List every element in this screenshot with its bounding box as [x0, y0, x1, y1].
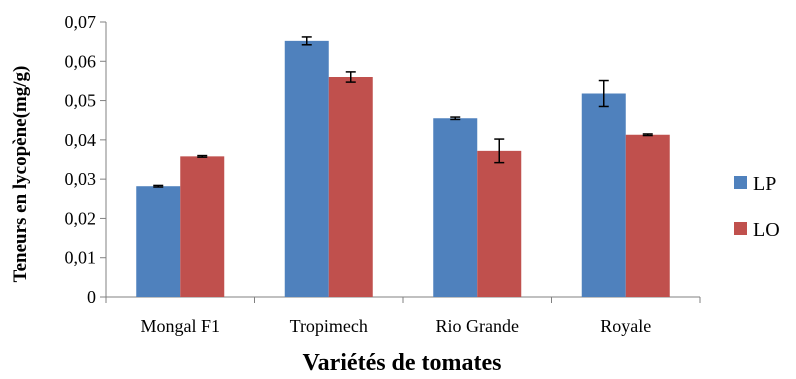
bar-lp	[136, 186, 181, 297]
y-tick-label: 0,03	[65, 169, 97, 189]
bar-lp	[433, 118, 478, 297]
plot-area: 0 0,01 0,02 0,03 0,04 0,05 0,06 0,07 Mongal F1 Tr…	[65, 12, 701, 336]
x-tick-label: Rio Grande	[436, 316, 519, 336]
y-tick-label: 0,07	[65, 12, 97, 32]
y-tick-label: 0,02	[65, 208, 97, 228]
y-tick-label: 0,05	[65, 91, 97, 111]
x-tick-label: Mongal F1	[140, 316, 220, 336]
bar-lo	[477, 150, 522, 297]
x-axis-title: Variétés de tomates	[302, 350, 501, 376]
x-tick-label: Royale	[600, 316, 651, 336]
bar-lo	[180, 156, 225, 297]
legend-swatch-lp	[734, 176, 747, 189]
y-tick-label: 0,01	[65, 248, 97, 268]
y-axis-title: Teneurs en lycopène(mg/g)	[10, 66, 31, 283]
legend-label-lp: LP	[753, 173, 776, 195]
y-tick-label: 0,06	[65, 51, 97, 71]
bar-lp	[284, 40, 329, 297]
y-tick-label: 0,04	[65, 130, 97, 150]
legend-swatch-lo	[734, 222, 747, 235]
legend: LP LO	[734, 173, 780, 241]
bar-lo	[328, 77, 373, 297]
y-tick-label: 0	[87, 287, 96, 307]
bar-lo	[625, 134, 670, 297]
bar-lp	[581, 93, 626, 297]
legend-label-lo: LO	[753, 219, 780, 241]
x-tick-label: Tropimech	[290, 316, 368, 336]
